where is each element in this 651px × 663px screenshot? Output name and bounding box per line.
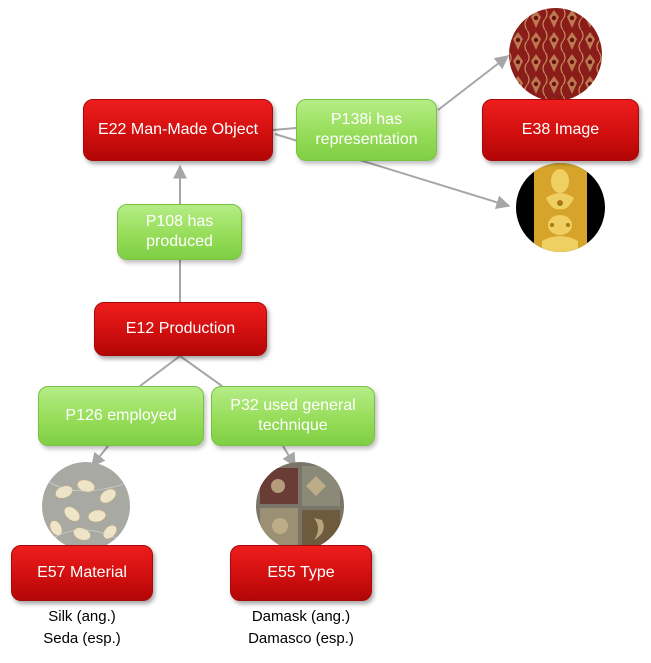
type-caption-english: Damask (ang.) [251, 608, 351, 625]
p108-has-produced-label: P108 has produced [145, 213, 214, 250]
p126-employed-label: P126 employed [65, 407, 177, 424]
e12-production-node: E12 Production [94, 302, 267, 356]
p138i-has-representation-node: P138i has representation [296, 99, 437, 161]
type-caption: Damask (ang.) Damasco (esp.) [218, 606, 384, 650]
type-caption-spanish: Damasco (esp.) [248, 630, 354, 647]
e22-man-made-object-label: E22 Man-Made Object [97, 121, 259, 138]
e55-type-node: E55 Type [230, 545, 372, 601]
gold-damask-image [516, 163, 605, 252]
e38-image-node: E38 Image [482, 99, 639, 161]
e38-image-label: E38 Image [521, 121, 600, 138]
material-caption-english: Silk (ang.) [48, 608, 116, 625]
p32-used-general-technique-label: P32 used general technique [230, 397, 356, 434]
e57-material-node: E57 Material [11, 545, 153, 601]
e55-type-label: E55 Type [267, 564, 335, 581]
material-caption: Silk (ang.) Seda (esp.) [20, 606, 144, 650]
p126-employed-node: P126 employed [38, 386, 204, 446]
p138i-has-representation-label: P138i has representation [315, 111, 418, 148]
silk-cocoons-image [42, 462, 130, 550]
e57-material-label: E57 Material [37, 564, 127, 581]
line-e22-to-p138i [272, 127, 297, 131]
arrow-p138i-to-image-1 [437, 55, 510, 111]
e12-production-label: E12 Production [125, 320, 236, 337]
e22-man-made-object-node: E22 Man-Made Object [83, 99, 273, 161]
line-production-to-p32 [179, 355, 223, 387]
line-production-to-p126 [139, 355, 181, 387]
damask-samples-image [256, 462, 344, 550]
p108-has-produced-node: P108 has produced [117, 204, 242, 260]
red-damask-image [509, 8, 602, 101]
p32-used-general-technique-node: P32 used general technique [211, 386, 375, 446]
material-caption-spanish: Seda (esp.) [43, 630, 121, 647]
